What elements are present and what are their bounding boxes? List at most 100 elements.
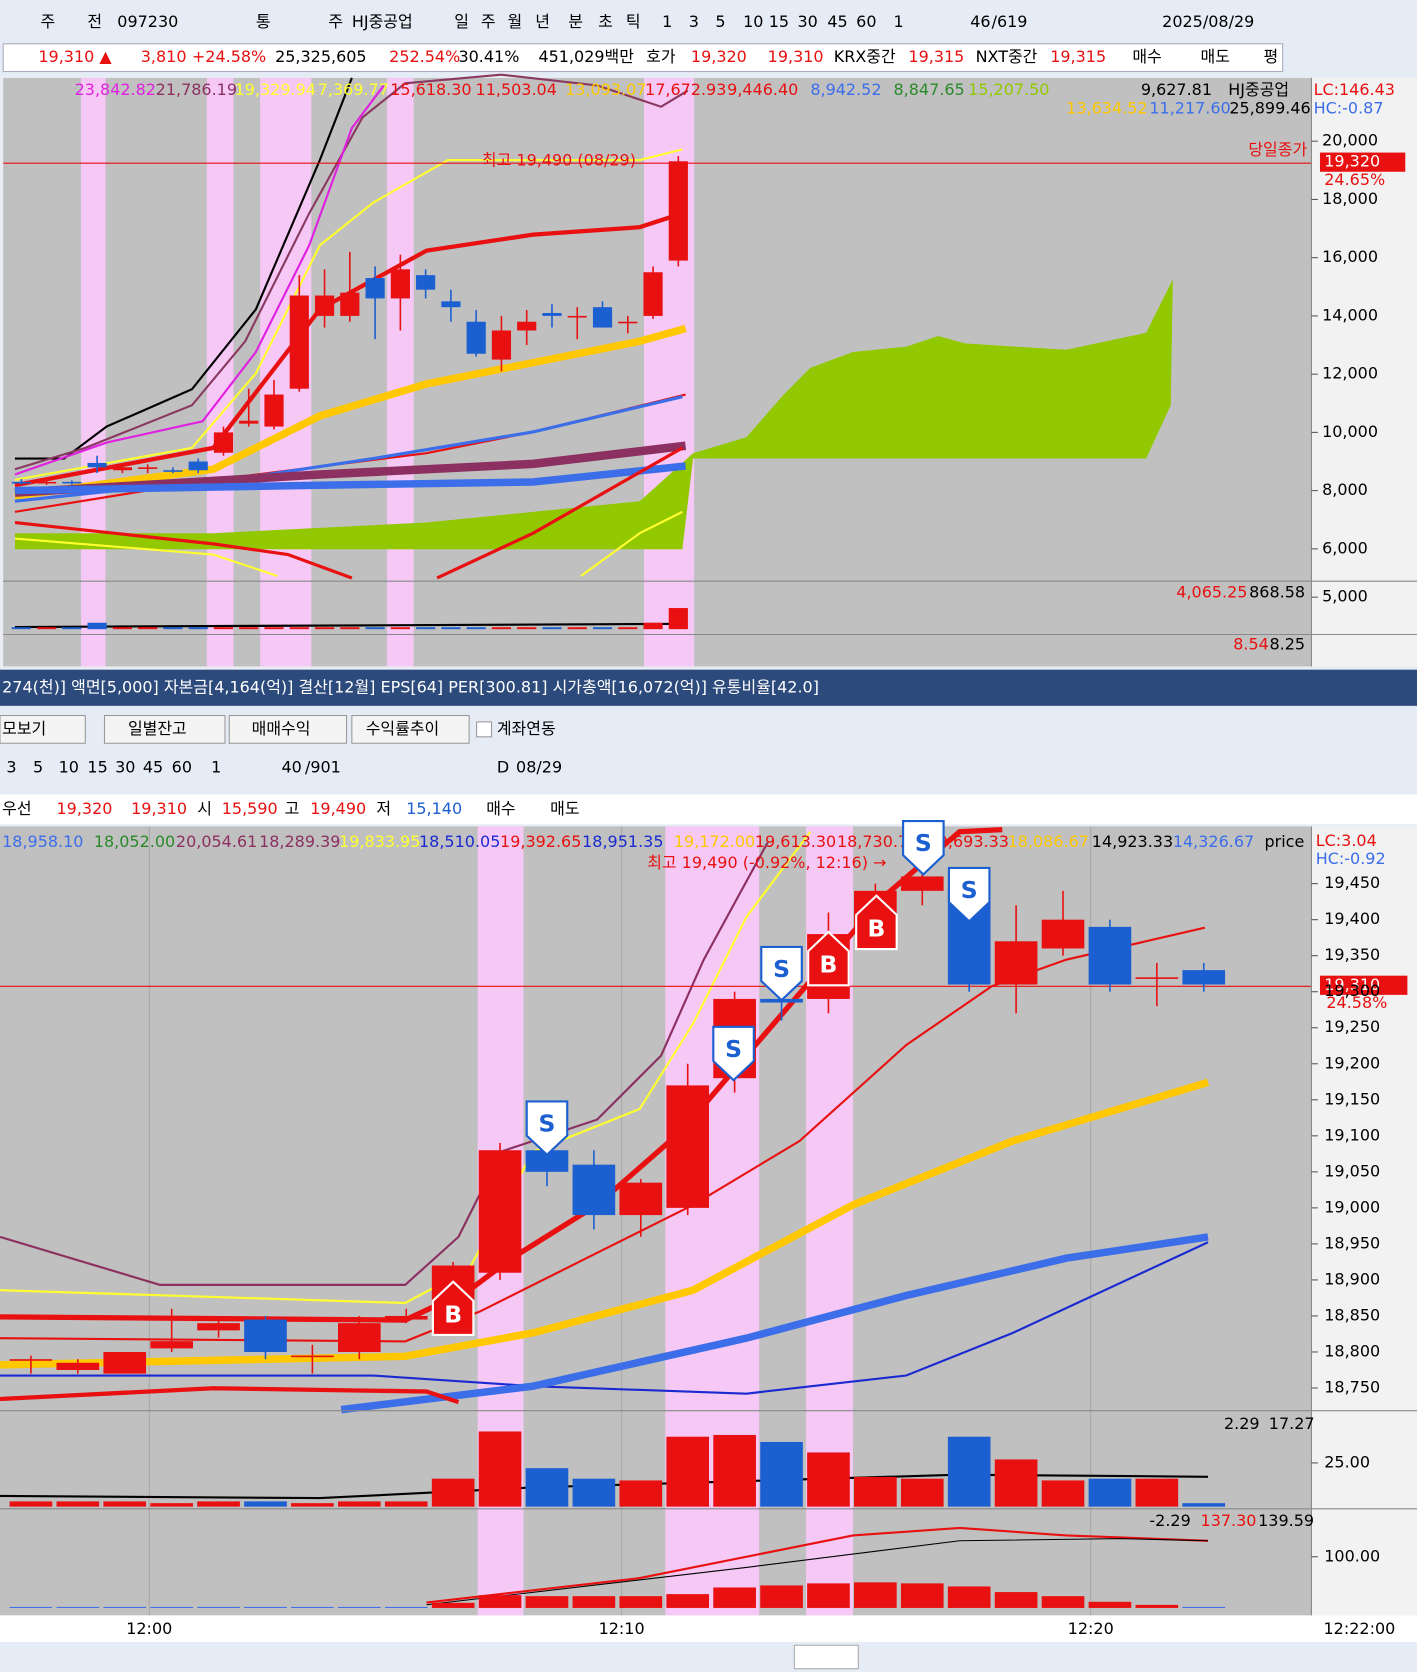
- volume-bar: [112, 627, 132, 630]
- y-tick-label: 19,000: [1324, 1197, 1380, 1216]
- scroll-box[interactable]: [793, 1644, 859, 1670]
- info-item: 19,320: [691, 47, 747, 66]
- osc-bar: [666, 1594, 710, 1608]
- volume-bar: [264, 627, 284, 630]
- legend-value: 8,942.52: [810, 80, 881, 99]
- toolbar-item: 30: [115, 757, 135, 776]
- toolbar-item: 통: [256, 12, 271, 31]
- info-item: KRX중간: [834, 47, 896, 66]
- signal-marker: [902, 820, 945, 876]
- info-bar-text: 274(천)] 액면[5,000] 자본금[4,164(억)] 결산[12월] …: [2, 677, 819, 696]
- volume-bar: [365, 627, 385, 630]
- candle-body: [491, 330, 512, 360]
- osc-bar: [478, 1595, 522, 1608]
- volume-bar: [314, 627, 335, 630]
- tab: 수익률추이: [366, 719, 440, 738]
- volume-bar: [854, 1476, 897, 1507]
- tab: 모보기: [2, 719, 46, 738]
- candle-body: [150, 1341, 193, 1349]
- info-bar: [0, 669, 1417, 706]
- lc-label: LC:146.43: [1314, 80, 1395, 99]
- top-axis-bg: [1311, 77, 1417, 667]
- candle-body: [517, 321, 537, 331]
- candle-body: [244, 1319, 287, 1352]
- quote-item: 19,320: [57, 799, 113, 818]
- osc-bar: [150, 1606, 193, 1608]
- legend-value: 18,086.67: [1008, 832, 1089, 851]
- quote-item: 우선: [2, 799, 31, 818]
- volume-bar: [666, 1436, 710, 1507]
- toolbar-item: 월: [508, 12, 523, 31]
- volume-bar: [643, 622, 663, 630]
- high-note: 최고 19,490 (08/29): [482, 151, 636, 170]
- quote-item: 시: [197, 799, 212, 818]
- candle-body: [572, 1164, 616, 1216]
- toolbar-item: /901: [305, 757, 341, 776]
- toolbar-item: D: [497, 757, 509, 776]
- legend-value: 13,093.07: [565, 80, 646, 99]
- candle-body: [103, 1351, 147, 1374]
- signal-marker: [947, 866, 991, 923]
- legend-value: 19,613.30: [755, 832, 836, 851]
- osc-bar: [103, 1606, 147, 1608]
- osc-bar: [900, 1583, 944, 1608]
- legend-value: 15,207.50: [968, 80, 1049, 99]
- y-tick-label: 18,800: [1324, 1341, 1380, 1360]
- time-label: 12:20: [1068, 1619, 1114, 1638]
- y-tick-label: 10,000: [1322, 422, 1378, 441]
- volume-bar: [441, 627, 461, 630]
- volume-bar: [466, 627, 486, 630]
- candle-body: [291, 1355, 334, 1358]
- candle-body: [466, 321, 486, 354]
- osc-bar: [994, 1592, 1038, 1608]
- volume-bar: [1135, 1478, 1179, 1507]
- last-pct: 24.65%: [1324, 170, 1385, 189]
- candle-body: [213, 432, 234, 453]
- volume-bar: [542, 627, 562, 630]
- volume-bar: [163, 627, 183, 630]
- candle-body: [314, 295, 335, 316]
- toolbar-item: 30: [798, 12, 818, 31]
- volume-bar: [337, 1501, 381, 1507]
- volume-bar: [1041, 1480, 1085, 1507]
- info-item: +24.58%: [192, 47, 266, 66]
- hc-label: HC:-0.87: [1314, 98, 1384, 117]
- legend-value: 9,627.81: [1141, 80, 1212, 99]
- legend-value: 19,693.33: [928, 832, 1009, 851]
- candle-body: [1041, 919, 1085, 949]
- y-tick-label: 25.00: [1324, 1452, 1370, 1471]
- legend-value: 14,326.67: [1173, 832, 1254, 851]
- volume-bar: [491, 627, 512, 630]
- signal-label: S: [773, 955, 790, 983]
- candle-body: [618, 321, 638, 324]
- toolbar-item: 08/29: [516, 757, 562, 776]
- toolbar-item: 60: [172, 757, 192, 776]
- toolbar-item: 2025/08/29: [1162, 12, 1254, 31]
- legend-value: 13,634.52: [1066, 98, 1147, 117]
- volume-bar: [56, 1501, 100, 1507]
- legend-value: 18,958.10: [2, 832, 83, 851]
- volume-bar: [36, 627, 57, 630]
- osc-bar: [291, 1606, 334, 1608]
- volume-bar: [384, 1501, 428, 1507]
- signal-marker: [807, 930, 850, 987]
- info-item: 25,325,605: [275, 47, 367, 66]
- info-row-bg: [2, 43, 1284, 73]
- y-tick-label: 19,350: [1324, 945, 1380, 964]
- legend-value: HJ중공업: [1228, 80, 1289, 99]
- volume-bar: [994, 1459, 1038, 1507]
- candle-body: [239, 420, 259, 424]
- volume-bar: [619, 1480, 663, 1507]
- quote-item: 15,140: [406, 799, 462, 818]
- toolbar-item: 년: [535, 12, 550, 31]
- lc-label: LC:3.04: [1316, 831, 1377, 850]
- candle-body: [416, 275, 436, 290]
- candle-body: [56, 1362, 100, 1370]
- info-item: 평: [1263, 47, 1278, 66]
- candle-body: [163, 470, 183, 472]
- volume-bar: [517, 627, 537, 630]
- legend-value: 19,833.95: [339, 832, 420, 851]
- toolbar-item: 3: [689, 12, 699, 31]
- osc-bar: [337, 1606, 381, 1608]
- tab: 일별잔고: [128, 719, 187, 738]
